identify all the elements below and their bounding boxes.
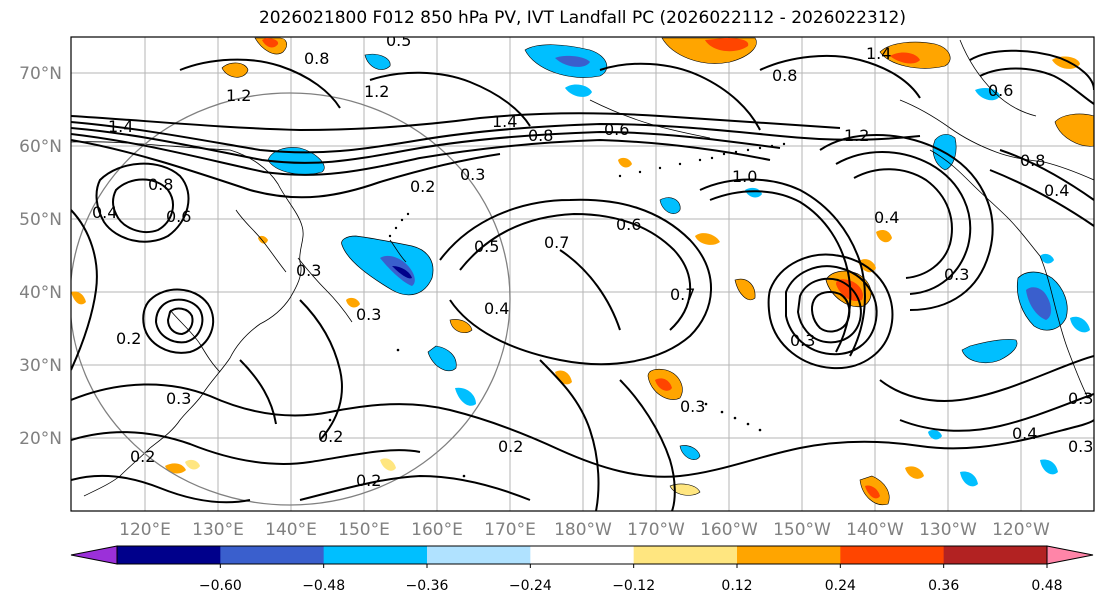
- contour-label: 0.3: [356, 305, 381, 324]
- contour-label: 1.2: [226, 86, 251, 105]
- contour-label: 0.8: [148, 175, 173, 194]
- contour-label: 0.4: [1044, 181, 1069, 200]
- colorbar-cell: [117, 546, 221, 564]
- lon-label: 140°E: [265, 520, 317, 540]
- lon-label: 170°W: [627, 520, 685, 540]
- colorbar-tick-label: −0.24: [509, 578, 552, 594]
- colorbar-tick-label: −0.48: [302, 578, 345, 594]
- contour-label: 0.2: [498, 437, 523, 456]
- colorbar-extend-high: [1047, 546, 1093, 564]
- colorbar-tick-label: 0.48: [1031, 578, 1062, 594]
- colorbar-tick-label: 0.36: [928, 578, 959, 594]
- contour-label: 0.3: [166, 389, 191, 408]
- contour-label: 0.2: [410, 177, 435, 196]
- contour-label: 1.2: [844, 126, 869, 145]
- colorbar-cell: [323, 546, 428, 564]
- lon-label: 140°W: [846, 520, 904, 540]
- contour-label: 0.3: [460, 165, 485, 184]
- lon-label: 170°E: [484, 520, 536, 540]
- contour-label: 0.8: [528, 126, 553, 145]
- contour-label: 0.3: [1068, 389, 1093, 408]
- contour-label: 0.6: [616, 215, 641, 234]
- contour-label: 1.4: [866, 44, 891, 63]
- contour-label: 1.0: [732, 167, 757, 186]
- contour-label: 0.3: [680, 397, 705, 416]
- colorbar-cell: [633, 546, 738, 564]
- contour-label: 0.5: [474, 237, 499, 256]
- contour-label: 0.4: [484, 299, 509, 318]
- latitude-axis: 70°N 60°N 50°N 40°N 30°N 20°N: [19, 64, 62, 449]
- colorbar-cell: [530, 546, 635, 564]
- lon-label: 120°E: [119, 520, 171, 540]
- contour-label: 0.2: [318, 427, 343, 446]
- lat-label: 60°N: [19, 137, 62, 157]
- contour-label: 1.4: [108, 117, 133, 136]
- contour-label: 0.7: [670, 285, 695, 304]
- contour-label: 1.2: [364, 82, 389, 101]
- contour-label: 0.4: [92, 203, 117, 222]
- colorbar-tick-label: 0.12: [721, 578, 752, 594]
- colorbar-cell: [427, 546, 531, 564]
- colorbar-cell: [840, 546, 945, 564]
- map-title: 2026021800 F012 850 hPa PV, IVT Landfall…: [258, 8, 906, 28]
- colorbar-tick-label: −0.36: [406, 578, 449, 594]
- contour-label: 1.4: [492, 112, 517, 131]
- colorbar-tick-label: −0.60: [199, 578, 242, 594]
- map-frame: [70, 36, 1095, 512]
- contour-label: 0.4: [874, 208, 899, 227]
- pv-contours: [71, 49, 1094, 511]
- lon-label: 180°W: [554, 520, 612, 540]
- contour-label: 0.8: [1020, 151, 1045, 170]
- longitude-axis: 120°E 130°E 140°E 150°E 160°E 170°E 180°…: [119, 520, 1050, 540]
- lon-label: 150°E: [338, 520, 390, 540]
- lon-label: 130°E: [192, 520, 244, 540]
- contour-labels: 0.5 0.8 1.2 1.2 1.4 0.8 0.6 0.4 0.2 0.3 …: [92, 31, 1093, 490]
- contour-label: 0.6: [988, 81, 1013, 100]
- contour-label: 0.5: [386, 31, 411, 50]
- contour-label: 0.2: [130, 447, 155, 466]
- lat-label: 40°N: [19, 283, 62, 303]
- contour-label: 0.6: [166, 207, 191, 226]
- colorbar-cell: [943, 546, 1048, 564]
- colorbar-extend-low: [71, 546, 117, 564]
- contour-label: 0.8: [772, 66, 797, 85]
- lon-label: 130°W: [919, 520, 977, 540]
- contour-label: 0.3: [1068, 437, 1093, 456]
- contour-label: 0.7: [544, 233, 569, 252]
- contour-label: 0.3: [296, 261, 321, 280]
- colorbar: −0.60 −0.48 −0.36 −0.24 −0.12 0.12 0.24 0.36 0.4…: [70, 545, 1094, 594]
- colorbar-cell: [737, 546, 841, 564]
- contour-label: 0.3: [944, 265, 969, 284]
- contour-label: 0.2: [356, 471, 381, 490]
- lon-label: 120°W: [992, 520, 1050, 540]
- lon-label: 160°E: [411, 520, 463, 540]
- pv-shading: [71, 37, 1094, 506]
- lon-label: 150°W: [773, 520, 831, 540]
- coastlines: [71, 39, 1094, 497]
- lat-label: 50°N: [19, 210, 62, 230]
- colorbar-tick-label: −0.12: [612, 578, 655, 594]
- lat-label: 30°N: [19, 356, 62, 376]
- lon-label: 160°W: [700, 520, 758, 540]
- contour-label: 0.8: [304, 49, 329, 68]
- lat-label: 20°N: [19, 429, 62, 449]
- contour-label: 0.6: [604, 120, 629, 139]
- colorbar-cell: [220, 546, 325, 564]
- contour-label: 0.3: [790, 331, 815, 350]
- landfall-circle: [71, 92, 511, 506]
- contour-label: 0.2: [116, 329, 141, 348]
- colorbar-tick-label: 0.24: [825, 578, 856, 594]
- contour-label: 0.4: [1012, 424, 1037, 443]
- lat-label: 70°N: [19, 64, 62, 84]
